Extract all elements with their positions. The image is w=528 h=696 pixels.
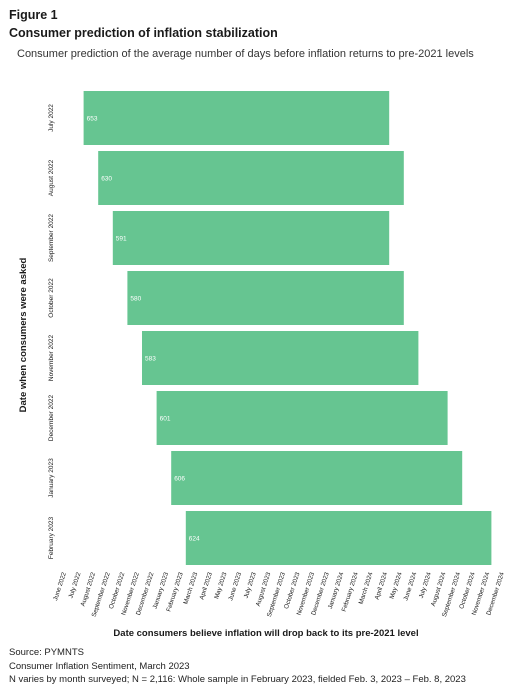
- bar-october-2022: [127, 271, 404, 325]
- y-tick-label: November 2022: [48, 334, 55, 381]
- bar-january-2023: [171, 451, 463, 505]
- sample-note: N varies by month surveyed; N = 2,116: W…: [9, 674, 466, 685]
- bar-value-label: 583: [145, 356, 156, 363]
- y-axis-label: Date when consumers were asked: [18, 257, 29, 412]
- publication-note: Consumer Inflation Sentiment, March 2023: [9, 660, 190, 672]
- y-tick-label: October 2022: [48, 278, 55, 318]
- x-tick-label: March 2024: [358, 571, 375, 605]
- x-tick-label: June 2023: [227, 571, 243, 602]
- y-tick-label: January 2023: [48, 458, 55, 498]
- bar-february-2023: [185, 511, 492, 565]
- bar-value-label: 653: [87, 116, 98, 123]
- bar-september-2022: [112, 211, 390, 265]
- x-tick-label: May 2024: [388, 571, 403, 600]
- figure-label: Figure 1: [9, 8, 58, 22]
- bar-value-label: 580: [130, 296, 141, 303]
- chart-subtitle: Consumer prediction of the average numbe…: [17, 48, 474, 60]
- source-note: Source: PYMNTS: [9, 647, 84, 658]
- x-tick-label: July 2022: [68, 571, 83, 599]
- bar-august-2022: [98, 151, 404, 205]
- chart: Date when consumers were asked Date cons…: [18, 91, 506, 639]
- bar-november-2022: [142, 331, 419, 385]
- bar-value-label: 591: [116, 236, 127, 243]
- x-tick-label: April 2023: [198, 571, 214, 601]
- chart-notes: Source: PYMNTS Consumer Inflation Sentim…: [9, 646, 466, 687]
- y-tick-label: September 2022: [48, 214, 55, 262]
- y-tick-label: December 2022: [48, 394, 55, 441]
- bar-value-label: 630: [101, 176, 112, 183]
- bar-december-2022: [156, 391, 448, 445]
- x-tick-label: June 2022: [52, 571, 68, 602]
- chart-title: Consumer prediction of inflation stabili…: [9, 26, 278, 40]
- y-tick-label: February 2023: [48, 516, 55, 559]
- bar-value-label: 624: [189, 536, 200, 543]
- bar-value-label: 601: [160, 416, 171, 423]
- y-tick-label: July 2022: [48, 104, 55, 132]
- x-tick-label: April 2024: [374, 571, 390, 601]
- x-tick-label: March 2023: [182, 571, 199, 605]
- bar-july-2022: [83, 91, 390, 145]
- x-tick-label: May 2023: [213, 571, 228, 600]
- y-tick-label: August 2022: [48, 159, 55, 196]
- bar-value-label: 606: [174, 476, 185, 483]
- x-tick-label: July 2023: [243, 571, 258, 599]
- x-axis-label: Date consumers believe inflation will dr…: [113, 628, 418, 639]
- x-tick-label: July 2024: [418, 571, 433, 599]
- x-tick-label: June 2024: [403, 571, 419, 602]
